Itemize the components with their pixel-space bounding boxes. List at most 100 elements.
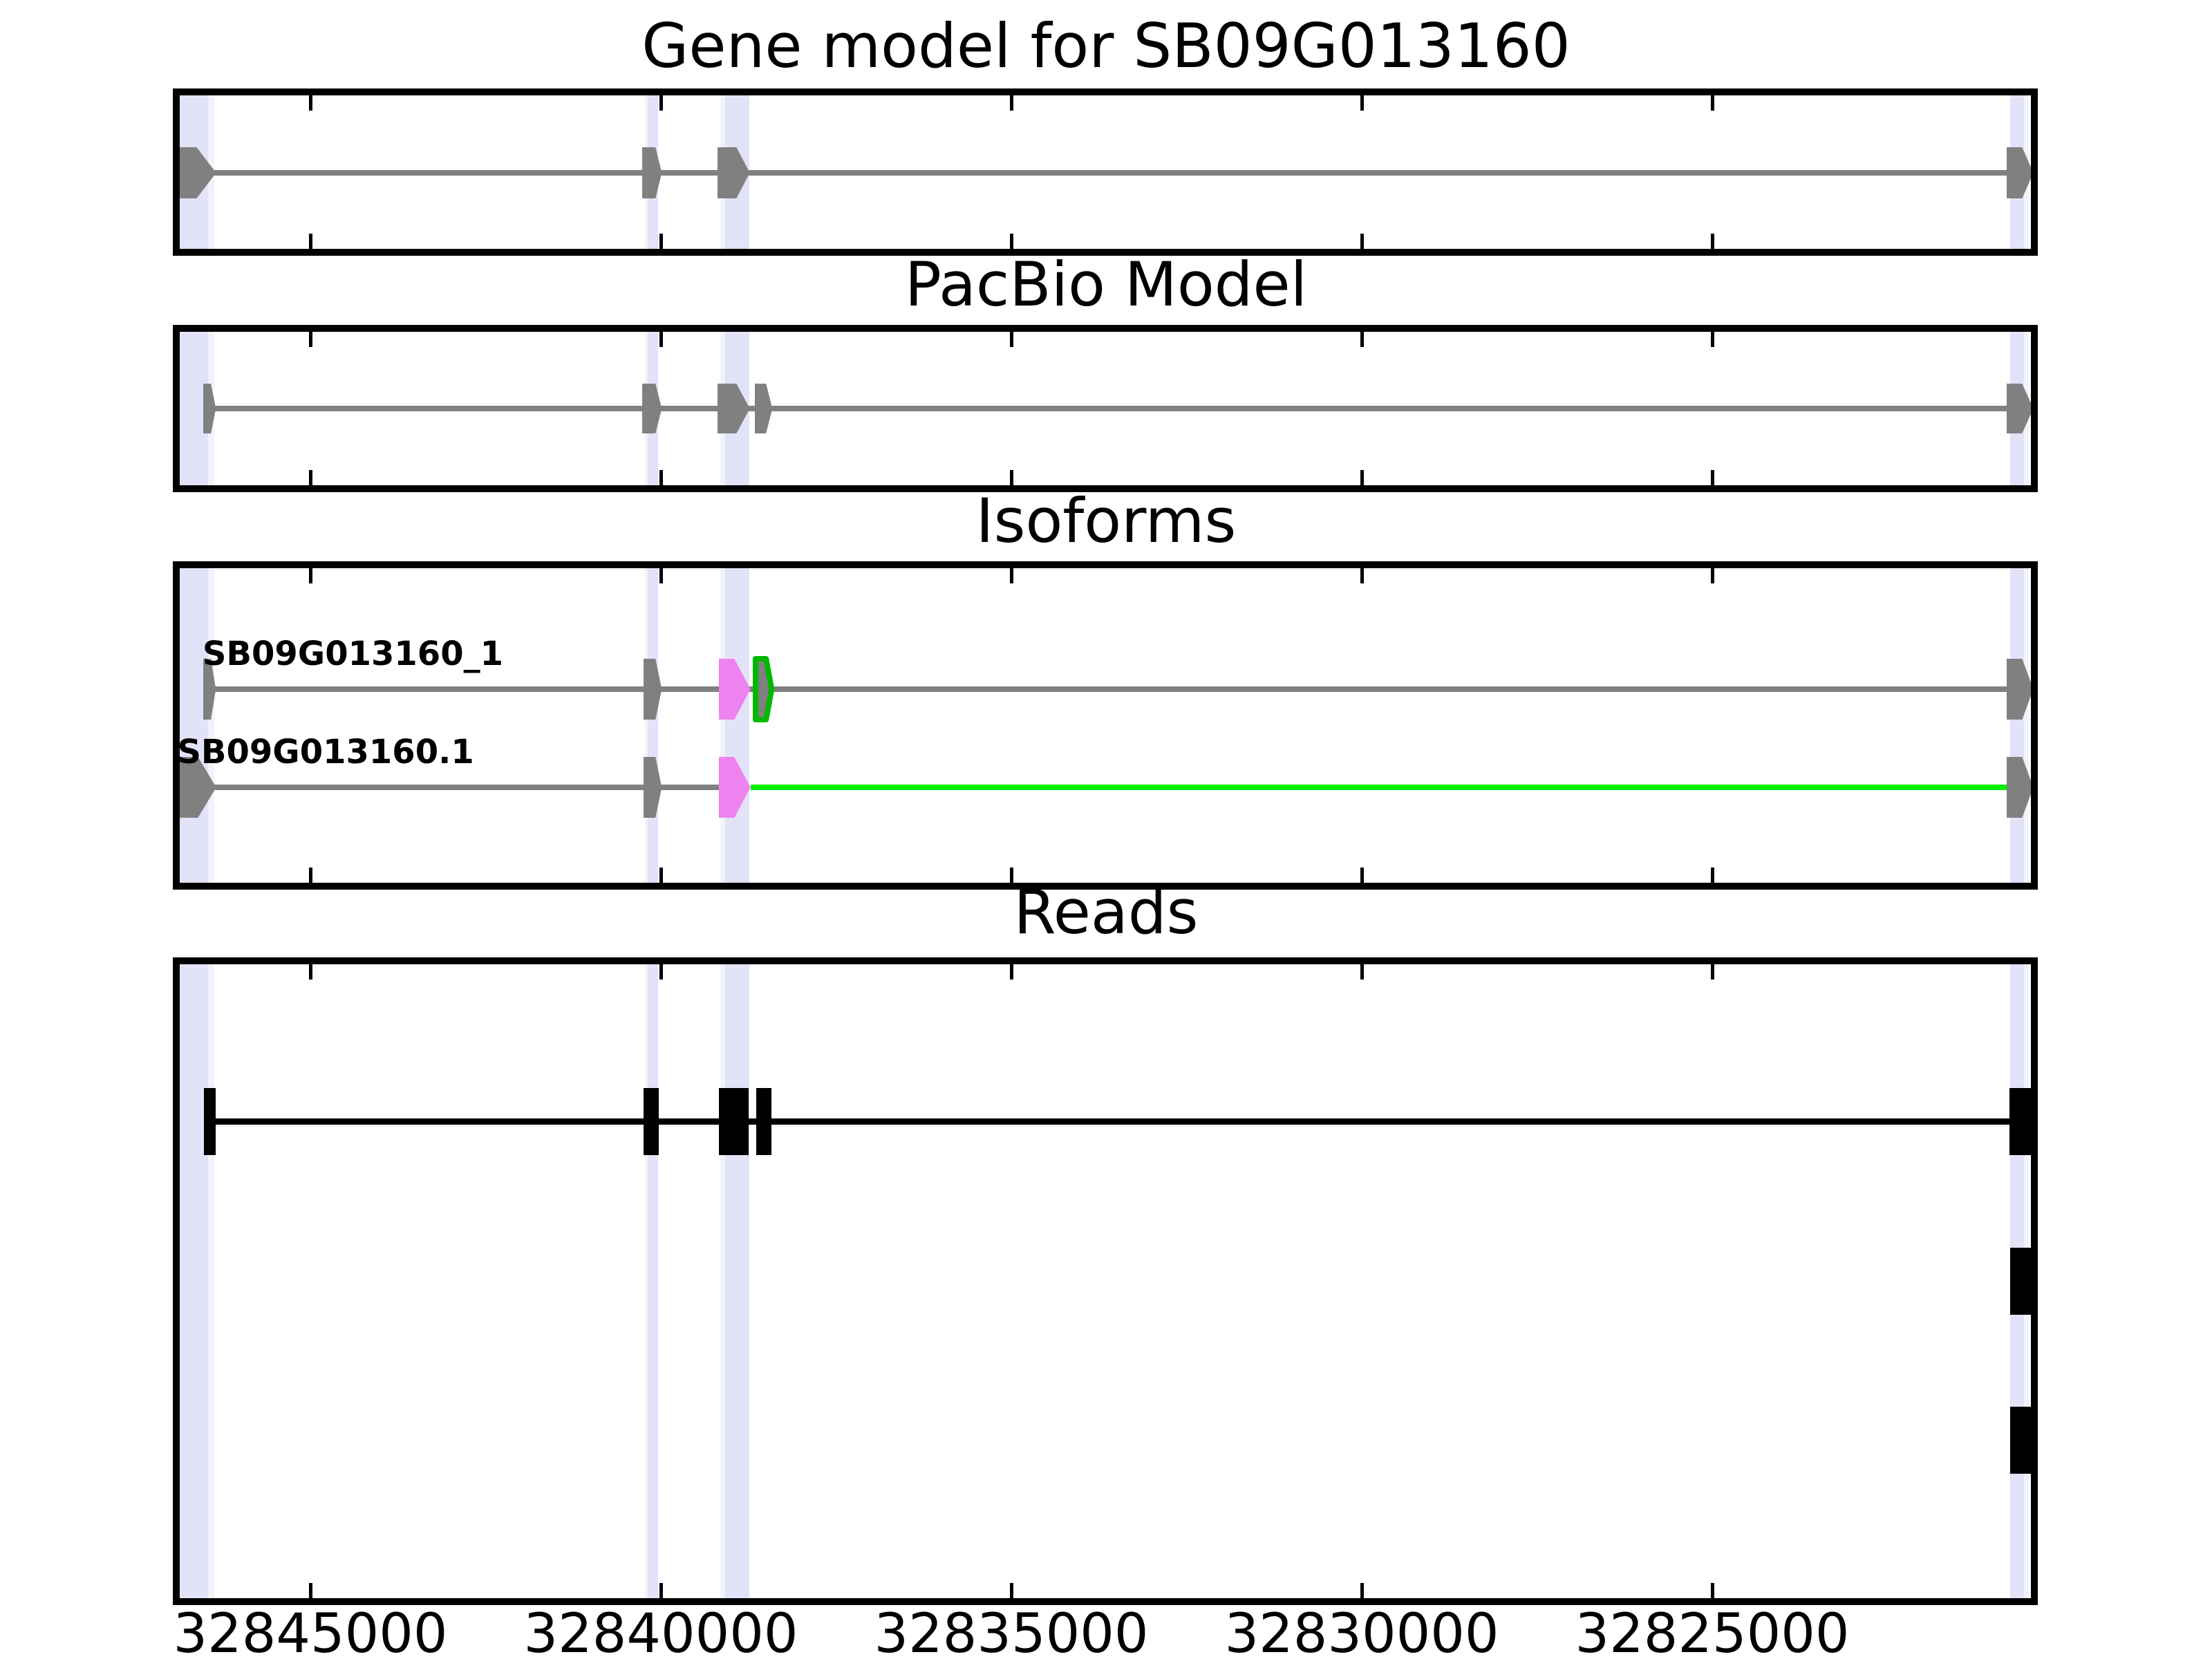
axis-tick-mark: [1360, 964, 1364, 980]
axis-tick-mark: [308, 234, 312, 249]
axis-tick-label: 32825000: [1575, 1603, 1850, 1659]
exon-arrow: [754, 384, 773, 433]
axis-tick-mark: [1710, 470, 1714, 485]
axis-tick-mark: [659, 964, 663, 980]
panel-gene: [173, 88, 2038, 256]
axis-tick-mark: [1360, 470, 1364, 485]
highlight-band: [207, 568, 215, 883]
axis-tick-mark: [1009, 964, 1013, 980]
axis-tick-mark: [659, 568, 663, 583]
highlight-band: [725, 964, 749, 1598]
read-exon-block: [2009, 1406, 2031, 1474]
highlight-band: [207, 964, 215, 1598]
axis-tick-mark: [1710, 1583, 1714, 1598]
intron-line: [196, 170, 2023, 176]
exon-arrow: [2006, 757, 2031, 818]
read-exon-block: [719, 1087, 749, 1155]
isoform-label: SB09G013160_1: [202, 635, 503, 673]
axis-tick-mark: [1710, 95, 1714, 111]
intron-line: [212, 686, 2023, 692]
read-exon-block: [2009, 1247, 2031, 1315]
exon-arrow: [643, 757, 662, 818]
read-exon-block: [643, 1087, 659, 1155]
panel-isoforms: SB09G013160_1 SB09G013160.1: [173, 561, 2038, 890]
highlight-band: [180, 568, 208, 883]
axis-tick-mark: [1360, 1583, 1364, 1598]
isoform-label: SB09G013160.1: [177, 733, 474, 771]
axis-tick-mark: [1009, 1583, 1013, 1598]
exon-arrow: [719, 757, 751, 818]
axis-tick-mark: [1009, 332, 1013, 347]
highlight-band: [720, 964, 726, 1598]
exon-arrow: [2006, 384, 2031, 433]
axis-tick-mark: [1710, 568, 1714, 583]
exon-arrow: [2006, 147, 2031, 198]
intron-line: [750, 785, 2018, 790]
exon-arrow: [718, 384, 750, 433]
axis-tick-label: 32840000: [523, 1603, 798, 1659]
panel-reads: [173, 957, 2038, 1605]
highlight-band: [180, 964, 208, 1598]
panel-title-reads: Reads: [1013, 877, 1199, 948]
axis-tick-mark: [308, 332, 312, 347]
axis-tick-mark: [1710, 234, 1714, 249]
highlight-band: [725, 568, 749, 883]
exon-arrow: [719, 659, 751, 720]
panel-title-isoforms: Isoforms: [975, 485, 1237, 556]
axis-tick-label: 32830000: [1224, 1603, 1499, 1659]
exon-arrow: [643, 659, 662, 720]
exon-arrow: [718, 147, 750, 198]
axis-tick-mark: [1360, 332, 1364, 347]
axis-tick-mark: [1710, 868, 1714, 883]
axis-tick-mark: [1009, 95, 1013, 111]
highlight-band: [644, 568, 648, 883]
exon-arrow: [641, 147, 662, 198]
highlight-band: [2009, 568, 2025, 883]
axis-tick-mark: [659, 1583, 663, 1598]
axis-tick-label: 32845000: [173, 1603, 448, 1659]
highlight-band: [647, 964, 658, 1598]
axis-tick-mark: [1710, 332, 1714, 347]
axis-tick-mark: [1360, 234, 1364, 249]
axis-tick-mark: [1009, 470, 1013, 485]
exon-arrow: [641, 384, 662, 433]
axis-tick-mark: [1360, 868, 1364, 883]
read-exon-block: [2009, 1087, 2031, 1155]
axis-tick-mark: [659, 470, 663, 485]
axis-tick-mark: [1710, 964, 1714, 980]
axis-tick-mark: [1009, 568, 1013, 583]
axis-tick-mark: [308, 964, 312, 980]
exon-arrow: [2006, 659, 2031, 720]
highlight-band: [2024, 568, 2030, 883]
highlight-band: [720, 568, 726, 883]
exon-arrow: [203, 384, 216, 433]
axis-tick-mark: [659, 234, 663, 249]
read-exon-block: [756, 1087, 772, 1155]
exon-arrow: [180, 757, 217, 818]
axis-tick-mark: [1009, 234, 1013, 249]
exon-arrow-outlined: [752, 656, 775, 722]
axis-tick-mark: [1360, 568, 1364, 583]
axis-tick-mark: [1360, 95, 1364, 111]
axis-tick-mark: [308, 95, 312, 111]
axis-tick-mark: [659, 332, 663, 347]
axis-tick-mark: [659, 868, 663, 883]
axis-tick-mark: [1009, 868, 1013, 883]
axis-tick-mark: [308, 470, 312, 485]
panel-title-pacbio-model: PacBio Model: [904, 249, 1308, 320]
axis-tick-label: 32835000: [874, 1603, 1149, 1659]
exon-arrow: [180, 147, 217, 198]
axis-tick-mark: [308, 868, 312, 883]
panel-title-gene-model: Gene model for SB09G013160: [641, 10, 1571, 82]
panel-pacbio: [173, 325, 2038, 492]
axis-tick-mark: [308, 1583, 312, 1598]
axis-tick-mark: [659, 95, 663, 111]
intron-line: [212, 406, 2023, 411]
axis-tick-mark: [308, 568, 312, 583]
read-exon-block: [203, 1087, 216, 1155]
highlight-band: [647, 568, 658, 883]
read-line: [209, 1118, 2031, 1125]
intron-line: [196, 785, 720, 790]
highlight-band: [644, 964, 648, 1598]
